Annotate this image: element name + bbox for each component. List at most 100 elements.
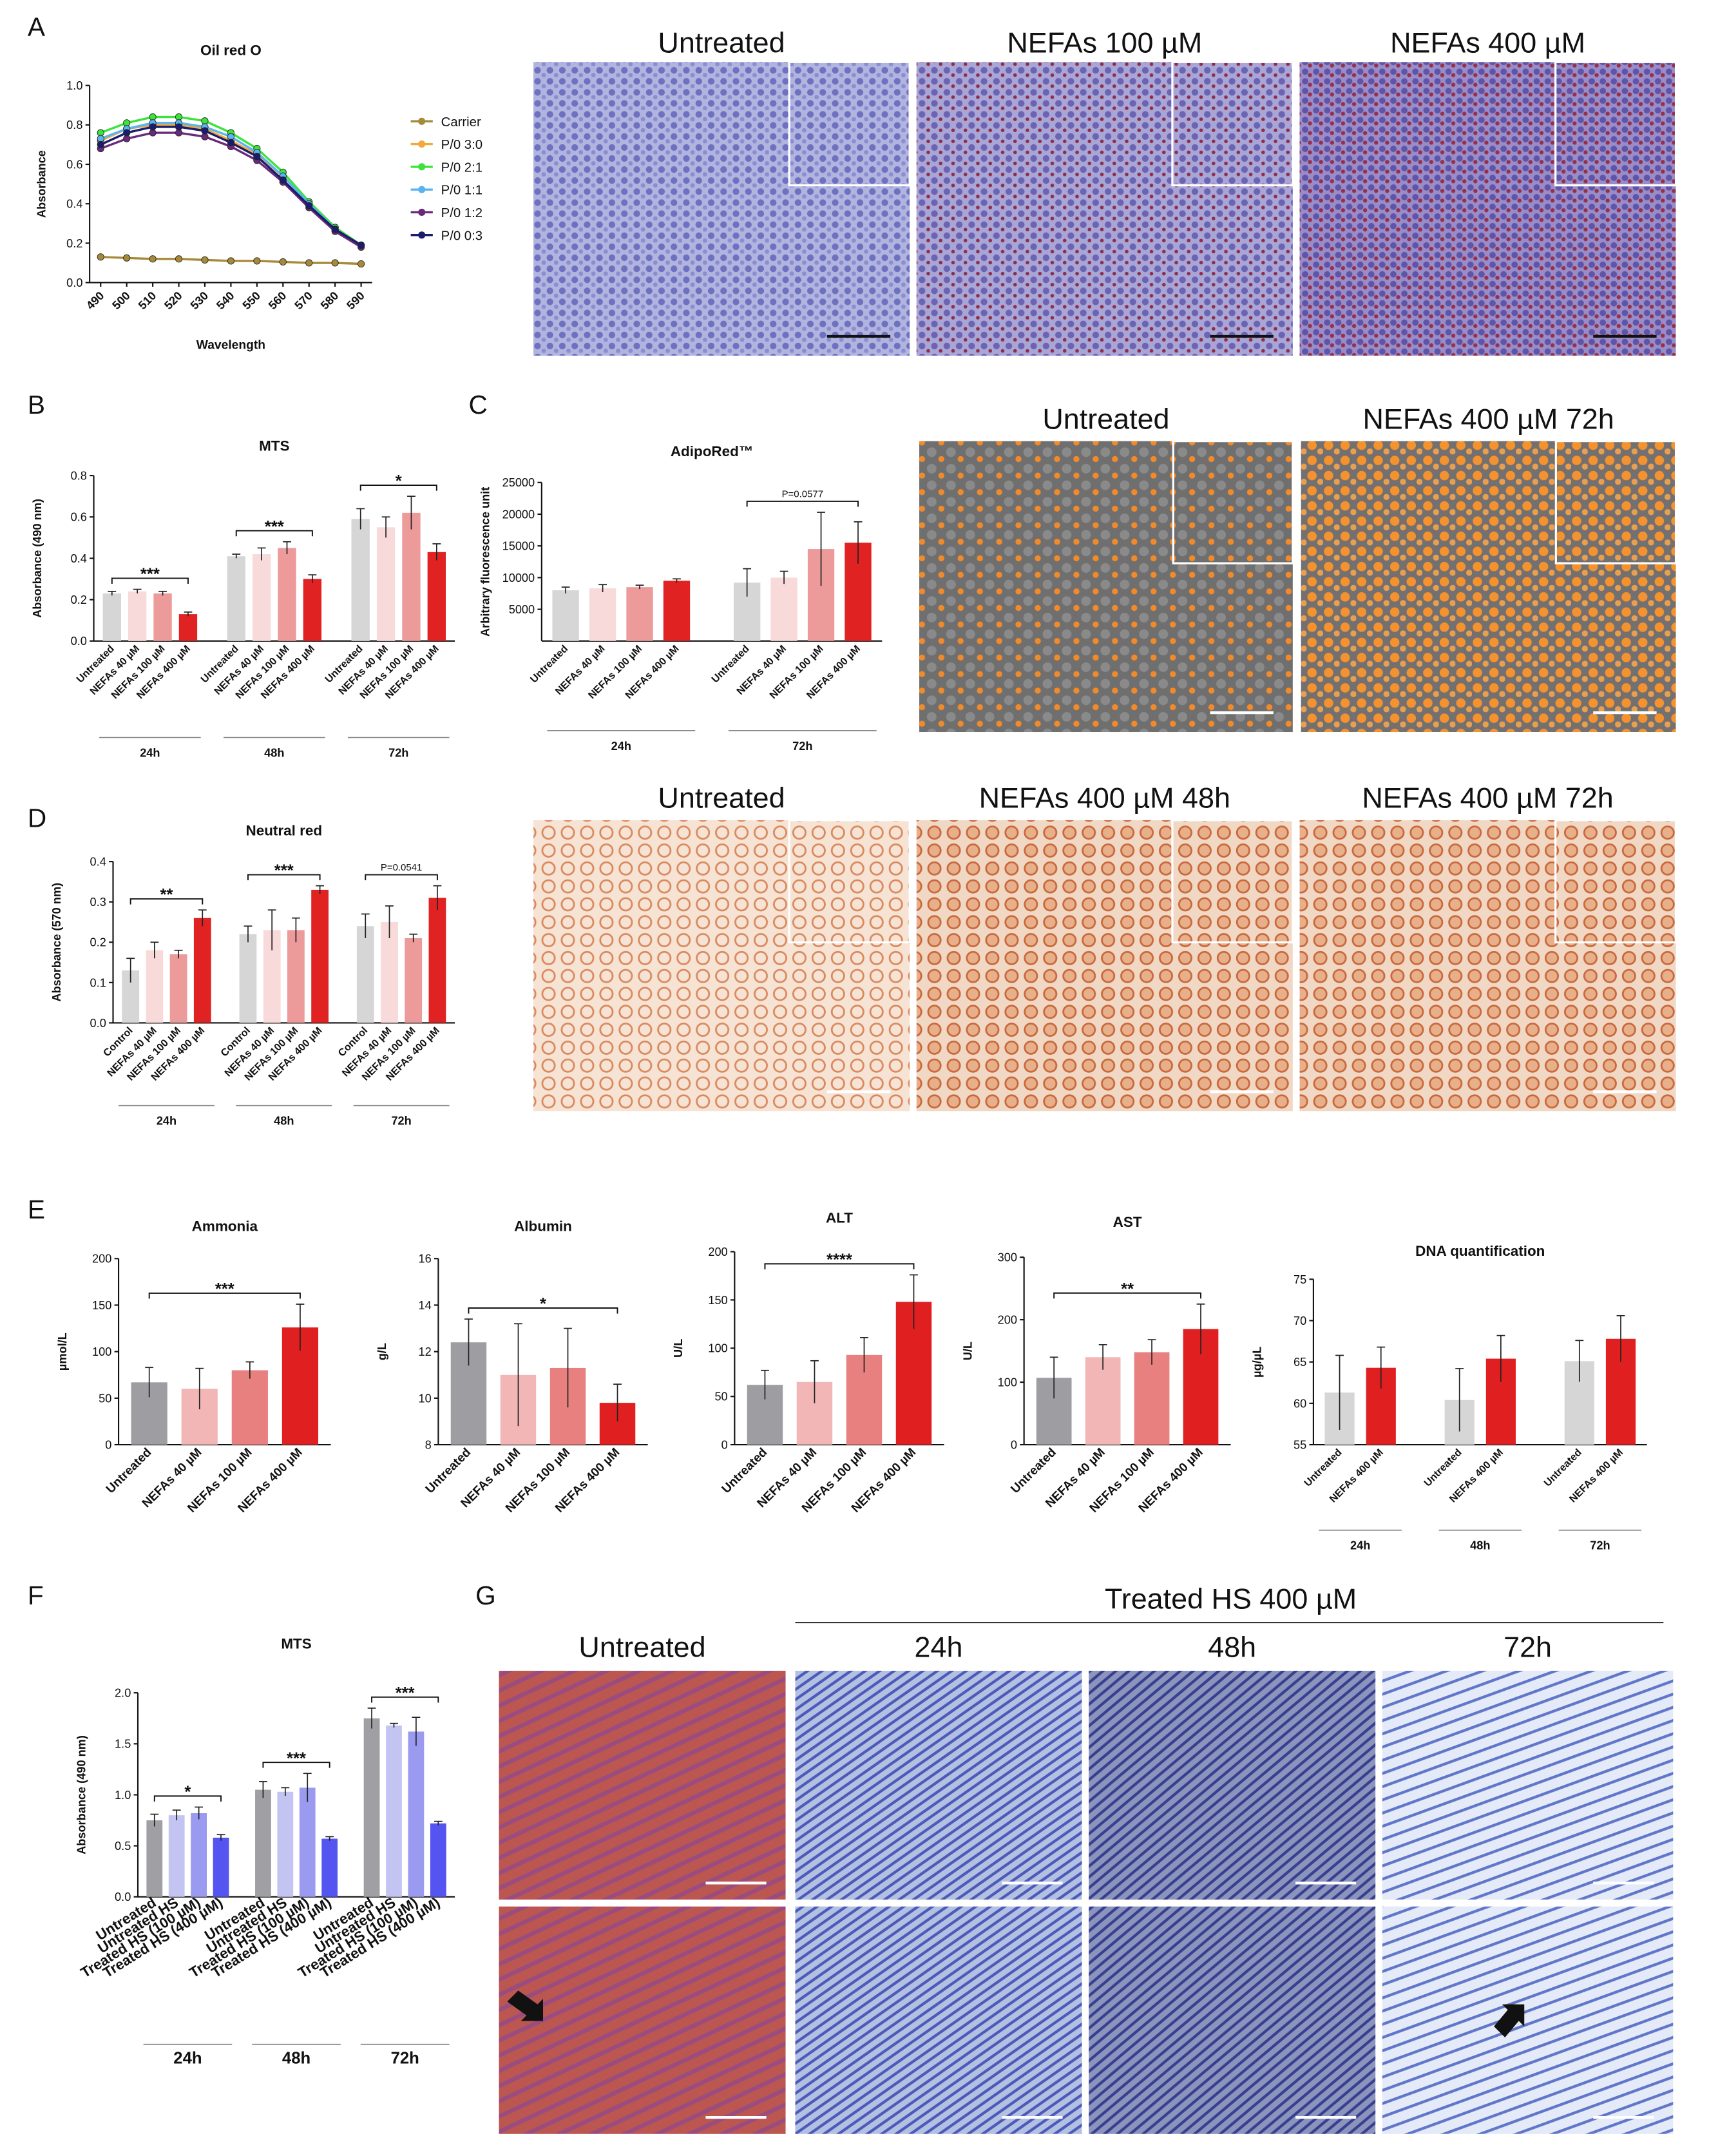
y-tick-label: 0 bbox=[1011, 1438, 1017, 1451]
y-tick-label: 150 bbox=[708, 1294, 727, 1307]
panel-letter: D bbox=[28, 804, 46, 833]
series-point bbox=[305, 259, 313, 267]
group-label: 72h bbox=[792, 740, 812, 753]
chart-title: AdipoRed™ bbox=[671, 443, 753, 459]
y-tick-label: 0 bbox=[105, 1438, 111, 1451]
y-tick-label: 0.1 bbox=[90, 976, 106, 989]
significance-bracket bbox=[247, 874, 321, 881]
y-tick-label: 0.2 bbox=[90, 936, 106, 949]
y-tick-label: 0.0 bbox=[66, 276, 82, 289]
significance-bracket bbox=[468, 1307, 618, 1314]
y-tick-label: 200 bbox=[998, 1314, 1017, 1327]
y-tick-label: 1.5 bbox=[115, 1738, 131, 1751]
bar bbox=[1134, 1352, 1170, 1445]
micrograph bbox=[795, 1906, 1082, 2134]
x-tick-label: Untreated bbox=[1302, 1447, 1344, 1489]
y-tick-label: 2.0 bbox=[115, 1687, 131, 1700]
significance-label: *** bbox=[265, 518, 284, 536]
series-point bbox=[149, 129, 157, 137]
micrograph bbox=[499, 1906, 786, 2134]
micrograph-label: NEFAs 400 µM bbox=[1390, 26, 1585, 59]
group-label: 24h bbox=[1350, 1539, 1370, 1552]
significance-label: **** bbox=[826, 1251, 852, 1269]
y-tick-label: 8 bbox=[425, 1438, 432, 1451]
chart-title: MTS bbox=[259, 438, 289, 454]
bar bbox=[402, 512, 421, 641]
x-tick-label: Untreated bbox=[1542, 1447, 1584, 1489]
micrograph-inset bbox=[1171, 819, 1294, 944]
significance-label: * bbox=[184, 1784, 191, 1802]
series-point bbox=[227, 139, 234, 146]
significance-label: ** bbox=[1121, 1280, 1134, 1298]
y-axis-label: Absorbance (490 nm) bbox=[31, 499, 44, 618]
series-point bbox=[201, 117, 209, 125]
series-point bbox=[331, 226, 339, 233]
significance-bracket bbox=[153, 1795, 222, 1802]
panel-letter: B bbox=[28, 390, 45, 419]
group-label: 24h bbox=[140, 747, 160, 760]
y-tick-label: 0.5 bbox=[115, 1840, 131, 1853]
y-axis-label: Arbitrary fluorescence unit bbox=[479, 487, 492, 637]
group-label: 48h bbox=[274, 1115, 294, 1128]
series-point bbox=[97, 140, 104, 148]
y-axis-label: Absorbance (570 nm) bbox=[50, 883, 63, 1002]
bar bbox=[277, 1791, 294, 1897]
group-label: 72h bbox=[1590, 1539, 1610, 1552]
y-tick-label: 16 bbox=[418, 1253, 431, 1266]
micrograph-label: NEFAs 400 µM 72h bbox=[1362, 402, 1614, 435]
group-label: 48h bbox=[1470, 1539, 1490, 1552]
group-label: 24h bbox=[611, 740, 631, 753]
x-tick-label: 490 bbox=[84, 289, 107, 313]
significance-label: *** bbox=[215, 1280, 234, 1298]
group-label: 48h bbox=[264, 747, 284, 760]
significance-label: ** bbox=[160, 886, 173, 904]
significance-label: *** bbox=[274, 862, 294, 880]
series-point bbox=[149, 123, 157, 131]
y-tick-label: 50 bbox=[99, 1392, 111, 1405]
bar bbox=[428, 898, 446, 1023]
group-label: 24h bbox=[157, 1115, 177, 1128]
chart-title: Albumin bbox=[514, 1218, 572, 1234]
y-tick-label: 12 bbox=[418, 1345, 431, 1358]
micrograph-inset bbox=[1554, 819, 1677, 944]
y-tick-label: 0.8 bbox=[71, 470, 87, 483]
x-tick-label: 580 bbox=[318, 289, 341, 313]
series-point bbox=[358, 241, 365, 249]
micrograph-label: NEFAs 100 µM bbox=[1007, 26, 1202, 59]
bar bbox=[252, 554, 271, 641]
y-tick-label: 100 bbox=[708, 1342, 727, 1355]
bar bbox=[405, 938, 423, 1023]
y-axis-label: Absorbance (490 nm) bbox=[75, 1735, 88, 1854]
chart-title: Ammonia bbox=[192, 1218, 258, 1234]
x-tick-label: 570 bbox=[292, 289, 315, 313]
micrograph-inset bbox=[1172, 439, 1294, 564]
y-axis-label: g/L bbox=[376, 1343, 388, 1360]
legend-marker bbox=[418, 186, 426, 193]
series-point bbox=[279, 258, 287, 266]
significance-bracket bbox=[764, 1263, 915, 1269]
bar bbox=[770, 577, 797, 641]
micrograph-header: Treated HS 400 µM bbox=[1105, 1583, 1357, 1615]
bar bbox=[287, 930, 305, 1023]
significance-bracket bbox=[262, 1762, 330, 1768]
chart-title: ALT bbox=[826, 1210, 853, 1226]
x-tick-label: 540 bbox=[214, 289, 237, 313]
y-tick-label: 75 bbox=[1294, 1273, 1306, 1286]
y-tick-label: 25000 bbox=[502, 476, 535, 489]
series-point bbox=[305, 202, 313, 209]
legend-label: P/0 3:0 bbox=[441, 138, 482, 152]
series-point bbox=[253, 257, 261, 265]
x-tick-label: Untreated bbox=[104, 1446, 154, 1496]
bar bbox=[239, 934, 257, 1023]
micrograph-label: NEFAs 400 µM 48h bbox=[979, 782, 1230, 814]
micrograph-inset bbox=[1171, 61, 1294, 187]
y-tick-label: 55 bbox=[1294, 1438, 1306, 1451]
significance-bracket bbox=[111, 577, 189, 584]
chart-title: DNA quantification bbox=[1415, 1243, 1545, 1259]
x-tick-label: 500 bbox=[110, 289, 133, 313]
bar bbox=[169, 954, 187, 1023]
y-tick-label: 0.3 bbox=[90, 896, 106, 909]
significance-bracket bbox=[359, 485, 437, 491]
y-tick-label: 100 bbox=[998, 1376, 1017, 1389]
